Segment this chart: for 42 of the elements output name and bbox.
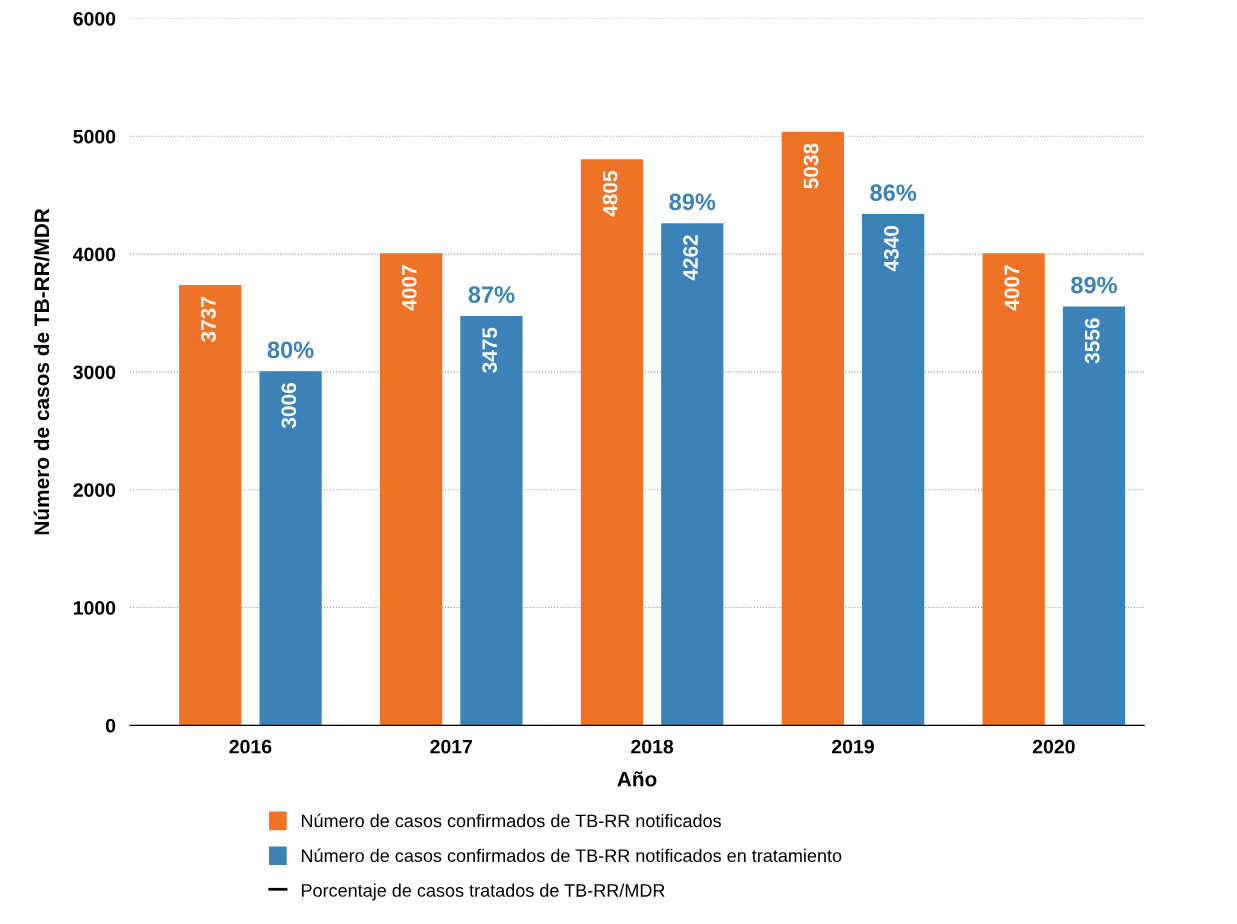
y-tick-label: 6000 [73, 11, 116, 26]
x-axis-title: Año [617, 771, 657, 787]
data-label: 4340 [883, 226, 899, 272]
y-tick-label: 0 [105, 718, 116, 733]
data-label: 3737 [201, 297, 216, 343]
data-label: 4262 [683, 235, 698, 281]
data-label: 4805 [602, 170, 618, 217]
data-label: 3556 [1084, 318, 1100, 364]
legend-label: Porcentaje de casos tratados de TB-RR/MDR [301, 883, 665, 901]
x-tick-label: 2019 [832, 739, 874, 754]
y-tick-label: 3000 [73, 365, 116, 380]
data-label: 5038 [803, 143, 819, 189]
bar [580, 159, 644, 726]
bar [1062, 306, 1126, 726]
data-label: 3475 [482, 327, 498, 373]
data-label: 4007 [1004, 265, 1020, 311]
bar [259, 371, 322, 726]
annotation: 89% [1071, 276, 1118, 294]
bar [781, 131, 844, 726]
legend-label: Número de casos confirmados de TB-RR notificados [301, 813, 721, 828]
bar [982, 253, 1045, 726]
y-tick-label: 2000 [73, 483, 116, 497]
x-tick-label: 2018 [631, 739, 674, 754]
bar [661, 223, 724, 726]
bar [179, 285, 242, 726]
y-tick-label: 5000 [73, 129, 116, 144]
data-label: 3006 [281, 383, 297, 429]
y-axis-title: Número de casos de TB-RR/MDR [33, 208, 50, 535]
annotation: 80% [267, 341, 314, 359]
legend-label: Número de casos confirmados de TB-RR notificados en tratamiento [301, 848, 842, 863]
bar [460, 315, 523, 726]
x-tick-label: 2016 [229, 739, 272, 754]
y-tick-label: 1000 [73, 601, 116, 615]
x-tick-label: 2020 [1032, 739, 1075, 754]
annotation: 86% [870, 184, 917, 202]
data-label: 4007 [401, 265, 417, 311]
y-tick-label: 4000 [73, 247, 116, 262]
x-tick-label: 2017 [430, 739, 473, 754]
bar [379, 253, 443, 726]
annotation: 89% [669, 193, 716, 211]
annotation: 87% [468, 286, 515, 303]
bar [862, 214, 925, 726]
